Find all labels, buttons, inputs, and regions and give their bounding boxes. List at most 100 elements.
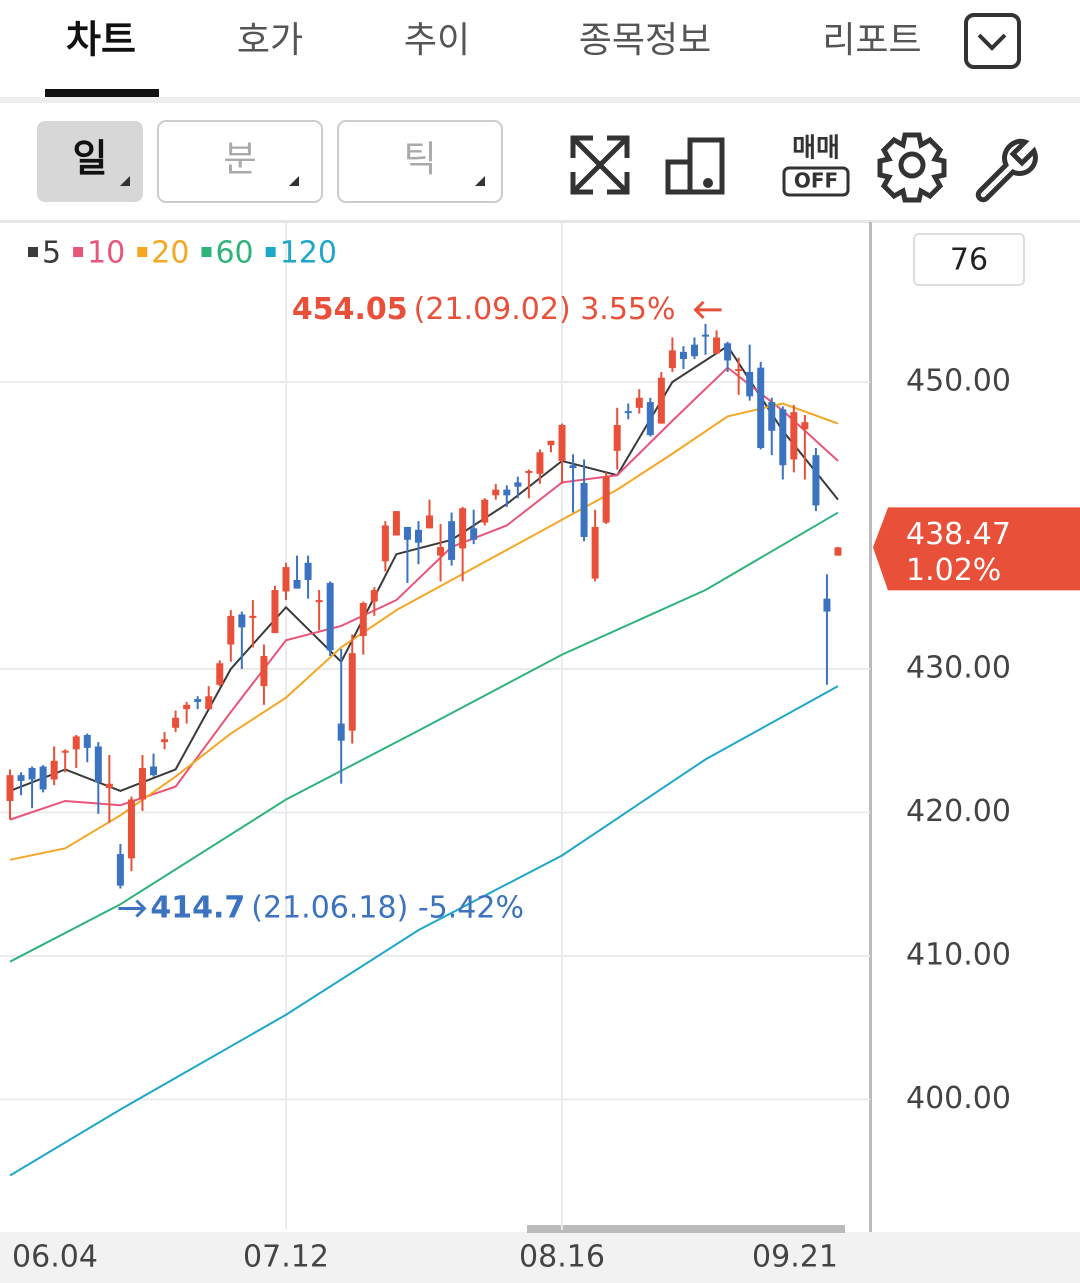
candle-body [39,766,47,790]
candle-body [315,600,323,603]
fullscreen-icon[interactable] [570,135,630,195]
extreme-label: 454.05 (21.09.02) 3.55% [292,291,676,326]
extreme-value: 454.05 [292,291,408,326]
tab[interactable]: 추이 [404,20,470,61]
candle-body [668,350,676,369]
candle-body [426,515,434,529]
candle-body [801,422,809,430]
trade-state: OFF [794,169,838,193]
candle-body [150,766,158,776]
candle-body [503,489,511,496]
candle-body [94,746,102,783]
divider [0,220,1080,223]
candle-body [437,546,445,556]
y-tick-label: 430.00 [906,650,1011,685]
candle-body [172,717,180,728]
candle-body [823,598,831,612]
candle-body [724,343,732,361]
settings-icon[interactable] [877,132,947,203]
candle-body [271,590,279,634]
candle-body [591,526,599,579]
candle-body [492,489,500,496]
extreme-arrow [118,899,147,918]
trade-label[interactable]: 매매 [792,134,840,164]
candle-body [337,723,345,741]
legend-swatch [73,247,84,257]
candle-body [635,397,643,408]
tab[interactable]: 리포트 [822,20,921,61]
candle-body [127,799,135,859]
tab-underline [45,89,159,97]
candle-body [470,528,478,540]
candle-body [260,656,268,687]
tab[interactable]: 차트 [66,18,136,62]
candle-body [61,750,69,753]
extreme-label: 414.7 (21.06.18) -5.42% [150,890,524,925]
candle-body [525,470,533,473]
legend-label: 120 [280,236,337,271]
period-button[interactable] [37,121,143,202]
candle-body [613,425,621,451]
candle-body [83,734,91,748]
candle-body [514,482,522,487]
legend-label: 10 [87,236,125,271]
period-label: 분 [223,139,256,180]
dropdown[interactable] [964,13,1021,69]
price-value: 438.47 [906,517,1011,552]
legend-label: 60 [215,236,253,271]
candle-body [116,854,124,886]
candle-body [679,351,687,360]
candle-body [6,775,14,801]
candle-body [216,663,224,685]
candle-body [536,452,544,474]
tab[interactable]: 호가 [237,20,303,61]
x-tick-label: 08.16 [519,1240,605,1275]
scrollbar[interactable] [527,1225,845,1233]
candle-body [481,499,489,523]
moving-average [9,511,839,963]
y-tick-label: 400.00 [906,1081,1011,1116]
legend-swatch [201,247,212,257]
candle-body [702,334,710,337]
candle-body [414,529,422,543]
candle-body [757,367,765,448]
candle-body [359,602,367,636]
candle-body [812,455,820,506]
x-tick-label: 07.12 [243,1240,329,1275]
candle-body [370,590,378,602]
moving-average [9,402,839,861]
candle-body [403,526,411,540]
extreme-value: 414.7 [150,890,245,925]
layout-icon[interactable] [665,137,725,195]
candle-body [448,521,456,560]
candle-body [381,525,389,562]
candle-body [194,699,202,702]
candle-body [205,696,213,710]
candle-body [690,344,698,357]
candle-body [713,337,721,354]
extreme-detail: (21.06.18) -5.42% [251,890,524,925]
candle-body [72,736,80,750]
tab[interactable]: 종목정보 [579,20,711,61]
trade-toggle[interactable] [782,166,850,197]
candle-body [779,409,787,466]
legend-swatch [137,247,148,257]
legend-label: 20 [151,236,189,271]
candle-body [105,783,113,789]
moving-average [9,685,839,1177]
counter-box [913,233,1025,286]
period-label: 일 [73,137,108,181]
candle-body [646,402,654,436]
period-button[interactable] [157,120,323,203]
candle-body [50,760,58,780]
price-tag [873,507,1080,591]
candle-body [547,440,555,446]
tools-icon[interactable] [975,138,1038,203]
candle-body [624,411,632,414]
candle-body [459,508,467,549]
candle-body [735,369,743,372]
y-tick-label: 420.00 [906,794,1011,829]
date-bar [0,1232,1080,1283]
candle-body [183,704,191,710]
period-button[interactable] [337,120,503,203]
